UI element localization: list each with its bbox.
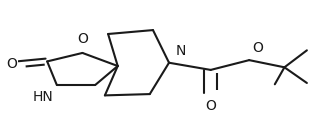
Text: O: O [252,41,263,55]
Text: HN: HN [33,90,53,104]
Text: O: O [6,57,17,71]
Text: O: O [205,99,216,113]
Text: O: O [77,32,88,46]
Text: N: N [175,44,186,58]
